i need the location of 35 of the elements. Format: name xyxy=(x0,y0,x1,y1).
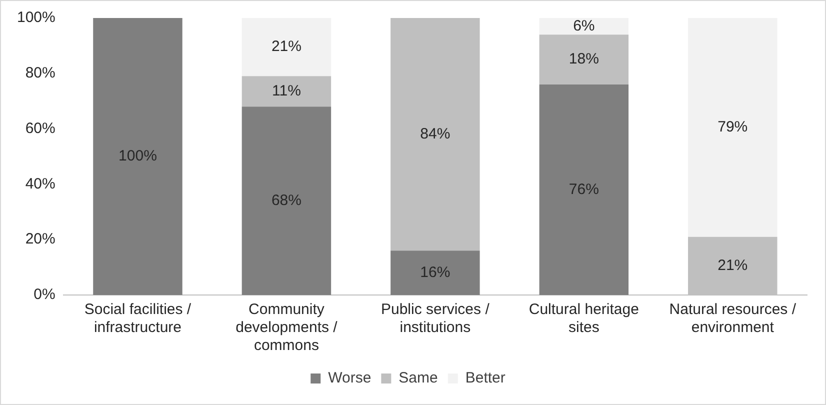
data-label: 21% xyxy=(271,38,302,56)
x-tick-label: Community developments / commons xyxy=(236,301,338,354)
bar xyxy=(390,250,480,295)
y-tick-label: 60% xyxy=(25,120,56,137)
data-label: 11% xyxy=(272,82,301,100)
x-tick-label: Cultural heritage sites xyxy=(528,301,639,336)
data-label: 6% xyxy=(573,17,595,34)
x-tick-label: Social facilities / infrastructure xyxy=(84,301,192,336)
data-label: 76% xyxy=(568,180,599,198)
data-label: 79% xyxy=(718,118,748,136)
data-label: 18% xyxy=(568,50,599,68)
y-tick-label: 0% xyxy=(34,286,56,304)
bar xyxy=(390,18,480,251)
y-tick-label: 20% xyxy=(25,230,56,248)
y-tick-label: 40% xyxy=(25,175,56,192)
bar xyxy=(93,18,182,295)
data-label: 16% xyxy=(420,264,450,281)
bar xyxy=(539,84,629,295)
legend-label: Better xyxy=(465,370,506,387)
x-tick-label: Natural resources / environment xyxy=(669,301,797,336)
bar xyxy=(539,18,629,35)
data-label: 100% xyxy=(118,148,157,165)
legend-label: Same xyxy=(398,370,438,387)
data-label: 21% xyxy=(718,257,748,274)
bar xyxy=(242,76,332,107)
data-label: 68% xyxy=(271,192,302,209)
data-label: 84% xyxy=(420,125,450,142)
bar xyxy=(688,18,778,237)
y-tick-label: 100% xyxy=(16,9,56,26)
y-tick-label: 80% xyxy=(25,64,56,82)
bar xyxy=(242,106,332,295)
bar xyxy=(242,18,332,76)
legend-label: Worse xyxy=(328,370,372,387)
x-tick-label: Public services / institutions xyxy=(380,301,490,336)
bar xyxy=(539,34,629,84)
